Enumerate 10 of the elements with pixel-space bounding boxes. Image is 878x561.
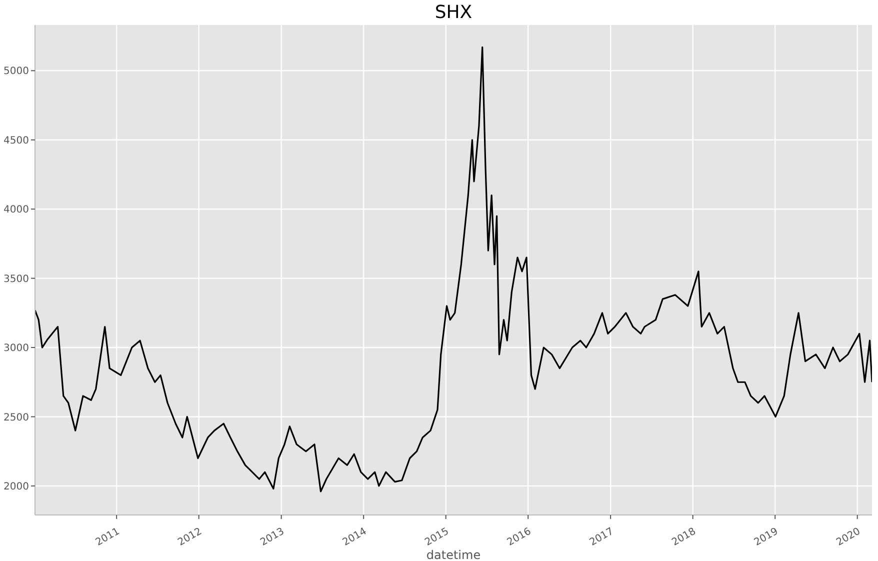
chart-title: SHX — [434, 2, 474, 23]
y-tick-label: 2500 — [4, 412, 29, 424]
y-tick-label: 3000 — [4, 343, 29, 354]
line-series — [35, 46, 872, 492]
y-tick-label: 3500 — [4, 274, 29, 285]
y-tick-label: 4000 — [4, 204, 29, 216]
y-tick-label: 5000 — [4, 66, 29, 78]
y-tick-label: 2000 — [4, 481, 29, 492]
y-tick-label: 4500 — [4, 135, 29, 146]
x-axis-title: datetime — [426, 548, 481, 561]
